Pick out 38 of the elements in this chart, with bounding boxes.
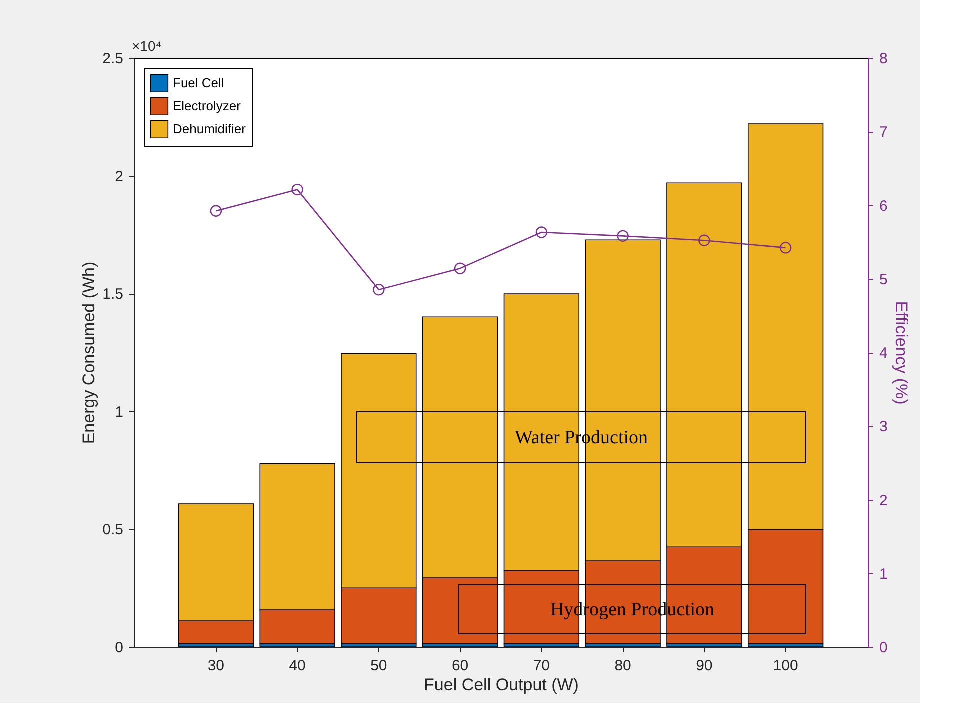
y2-tick-label: 1 xyxy=(880,566,888,583)
y2-tick-label: 6 xyxy=(880,198,888,215)
point xyxy=(617,230,629,242)
y2-tick-label: 8 xyxy=(880,50,888,68)
y-tick-label: 2 xyxy=(115,168,124,186)
y2-tick-label: 5 xyxy=(880,271,888,288)
y-tick-label: 0 xyxy=(115,640,124,656)
y-tick-label: 1 xyxy=(115,404,124,421)
y2-tick-label: 3 xyxy=(880,418,888,436)
point xyxy=(292,184,304,196)
y2-tick-label: 7 xyxy=(880,124,888,142)
x-axis-title: Fuel Cell Output (W) xyxy=(424,676,579,694)
point xyxy=(210,205,222,217)
y-tick-label: 2.5 xyxy=(102,50,124,68)
x-tick-label: 60 xyxy=(452,658,469,674)
legend-label: Electrolyzer xyxy=(173,98,242,114)
point xyxy=(780,242,792,254)
y-axis-title: Energy Consumed (Wh) xyxy=(80,262,99,444)
x-tick-label: 80 xyxy=(614,658,632,674)
x-tick-label: 70 xyxy=(533,658,550,674)
x-tick-label: 50 xyxy=(370,658,388,674)
y-tick-label: 1.5 xyxy=(102,286,124,304)
legend-label: Fuel Cell xyxy=(173,76,224,90)
x-tick-label: 40 xyxy=(289,658,306,674)
point xyxy=(373,284,385,296)
point xyxy=(536,226,548,238)
y2-tick-label: 4 xyxy=(880,345,888,362)
x-tick-label: 90 xyxy=(696,658,713,674)
text: ×10⁴ xyxy=(132,38,162,54)
legend-label: Dehumidifier xyxy=(173,122,247,136)
y-tick-label: 0.5 xyxy=(102,522,124,539)
y2-tick-label: 0 xyxy=(880,640,888,656)
y2-tick-label: 2 xyxy=(880,492,888,510)
point xyxy=(698,234,710,246)
x-tick-label: 30 xyxy=(208,658,225,674)
point xyxy=(454,262,466,274)
x-tick-label: 100 xyxy=(773,658,798,674)
y2-axis-title: Efficiency (%) xyxy=(892,301,911,405)
